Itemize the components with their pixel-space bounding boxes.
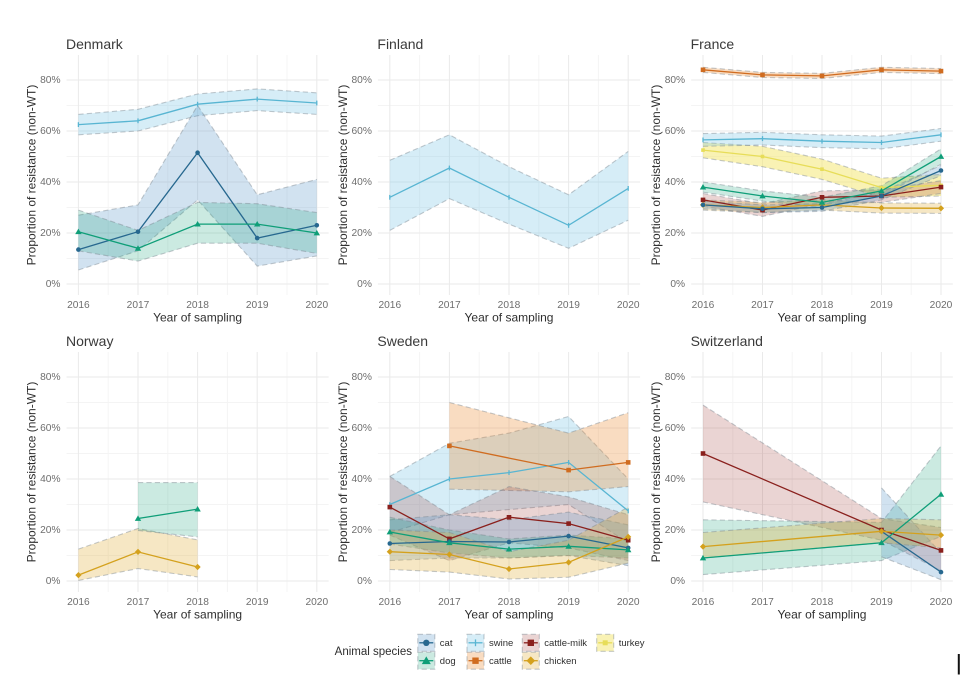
svg-text:cattle: cattle xyxy=(489,656,512,667)
svg-text:0%: 0% xyxy=(670,576,685,587)
svg-text:Proportion of resistance (non-: Proportion of resistance (non-WT) xyxy=(25,85,39,266)
svg-text:2020: 2020 xyxy=(305,597,328,608)
svg-text:40%: 40% xyxy=(40,177,60,188)
svg-text:2020: 2020 xyxy=(930,597,953,608)
svg-text:80%: 80% xyxy=(352,372,372,383)
svg-text:Denmark: Denmark xyxy=(66,36,124,52)
svg-text:0%: 0% xyxy=(670,279,685,290)
svg-text:France: France xyxy=(691,36,735,52)
svg-text:0%: 0% xyxy=(46,576,61,587)
svg-text:2017: 2017 xyxy=(127,597,150,608)
svg-text:60%: 60% xyxy=(352,423,372,434)
svg-text:2020: 2020 xyxy=(930,300,953,311)
svg-text:80%: 80% xyxy=(665,372,685,383)
svg-text:Switzerland: Switzerland xyxy=(691,333,763,349)
svg-text:2016: 2016 xyxy=(378,597,401,608)
svg-text:Proportion of resistance (non-: Proportion of resistance (non-WT) xyxy=(336,85,350,266)
svg-text:2018: 2018 xyxy=(811,597,834,608)
svg-text:60%: 60% xyxy=(40,423,60,434)
svg-text:Proportion of resistance (non-: Proportion of resistance (non-WT) xyxy=(25,382,39,563)
svg-text:Proportion of resistance (non-: Proportion of resistance (non-WT) xyxy=(649,85,663,266)
svg-text:2018: 2018 xyxy=(498,597,521,608)
svg-text:Proportion of resistance (non-: Proportion of resistance (non-WT) xyxy=(336,382,350,563)
svg-text:2017: 2017 xyxy=(751,597,774,608)
svg-text:2019: 2019 xyxy=(557,597,580,608)
svg-text:2018: 2018 xyxy=(498,300,521,311)
svg-text:40%: 40% xyxy=(665,177,685,188)
svg-text:20%: 20% xyxy=(40,228,60,239)
svg-text:2017: 2017 xyxy=(751,300,774,311)
svg-text:Proportion of resistance (non-: Proportion of resistance (non-WT) xyxy=(649,382,663,563)
svg-text:40%: 40% xyxy=(665,474,685,485)
svg-text:2019: 2019 xyxy=(557,300,580,311)
svg-text:2016: 2016 xyxy=(67,597,90,608)
svg-text:2018: 2018 xyxy=(811,300,834,311)
svg-text:Finland: Finland xyxy=(377,36,423,52)
svg-text:80%: 80% xyxy=(352,75,372,86)
svg-text:Year of sampling: Year of sampling xyxy=(465,608,554,622)
svg-text:40%: 40% xyxy=(352,474,372,485)
svg-text:2019: 2019 xyxy=(246,300,269,311)
svg-text:80%: 80% xyxy=(40,75,60,86)
svg-text:Norway: Norway xyxy=(66,333,113,349)
svg-text:2019: 2019 xyxy=(246,597,269,608)
svg-text:Year of sampling: Year of sampling xyxy=(153,311,242,325)
svg-text:2017: 2017 xyxy=(438,597,461,608)
svg-text:60%: 60% xyxy=(665,423,685,434)
svg-text:0%: 0% xyxy=(46,279,61,290)
svg-text:2019: 2019 xyxy=(870,300,893,311)
svg-text:2017: 2017 xyxy=(438,300,461,311)
svg-text:2020: 2020 xyxy=(305,300,328,311)
svg-text:20%: 20% xyxy=(352,525,372,536)
svg-text:40%: 40% xyxy=(40,474,60,485)
svg-text:2017: 2017 xyxy=(127,300,150,311)
svg-text:Year of sampling: Year of sampling xyxy=(778,608,867,622)
svg-text:Animal species: Animal species xyxy=(335,646,413,658)
svg-text:Year of sampling: Year of sampling xyxy=(465,311,554,325)
svg-text:2016: 2016 xyxy=(692,597,715,608)
svg-text:2018: 2018 xyxy=(186,597,209,608)
svg-text:2016: 2016 xyxy=(692,300,715,311)
svg-text:swine: swine xyxy=(489,638,513,649)
svg-text:Sweden: Sweden xyxy=(377,333,428,349)
svg-text:2020: 2020 xyxy=(617,300,640,311)
svg-text:chicken: chicken xyxy=(544,656,576,667)
svg-text:40%: 40% xyxy=(352,177,372,188)
svg-text:cattle-milk: cattle-milk xyxy=(544,638,587,649)
svg-text:20%: 20% xyxy=(40,525,60,536)
svg-text:0%: 0% xyxy=(357,279,372,290)
svg-text:80%: 80% xyxy=(665,75,685,86)
svg-text:Year of sampling: Year of sampling xyxy=(153,608,242,622)
svg-text:60%: 60% xyxy=(352,126,372,137)
svg-text:60%: 60% xyxy=(665,126,685,137)
svg-text:Year of sampling: Year of sampling xyxy=(778,311,867,325)
svg-text:20%: 20% xyxy=(665,525,685,536)
svg-text:2019: 2019 xyxy=(870,597,893,608)
svg-text:dog: dog xyxy=(440,656,456,667)
svg-text:60%: 60% xyxy=(40,126,60,137)
svg-text:80%: 80% xyxy=(40,372,60,383)
svg-text:2018: 2018 xyxy=(186,300,209,311)
svg-text:cat: cat xyxy=(440,638,453,649)
svg-text:0%: 0% xyxy=(357,576,372,587)
svg-text:turkey: turkey xyxy=(619,638,645,649)
svg-text:2020: 2020 xyxy=(617,597,640,608)
svg-text:20%: 20% xyxy=(665,228,685,239)
svg-text:2016: 2016 xyxy=(378,300,401,311)
svg-text:20%: 20% xyxy=(352,228,372,239)
svg-text:2016: 2016 xyxy=(67,300,90,311)
